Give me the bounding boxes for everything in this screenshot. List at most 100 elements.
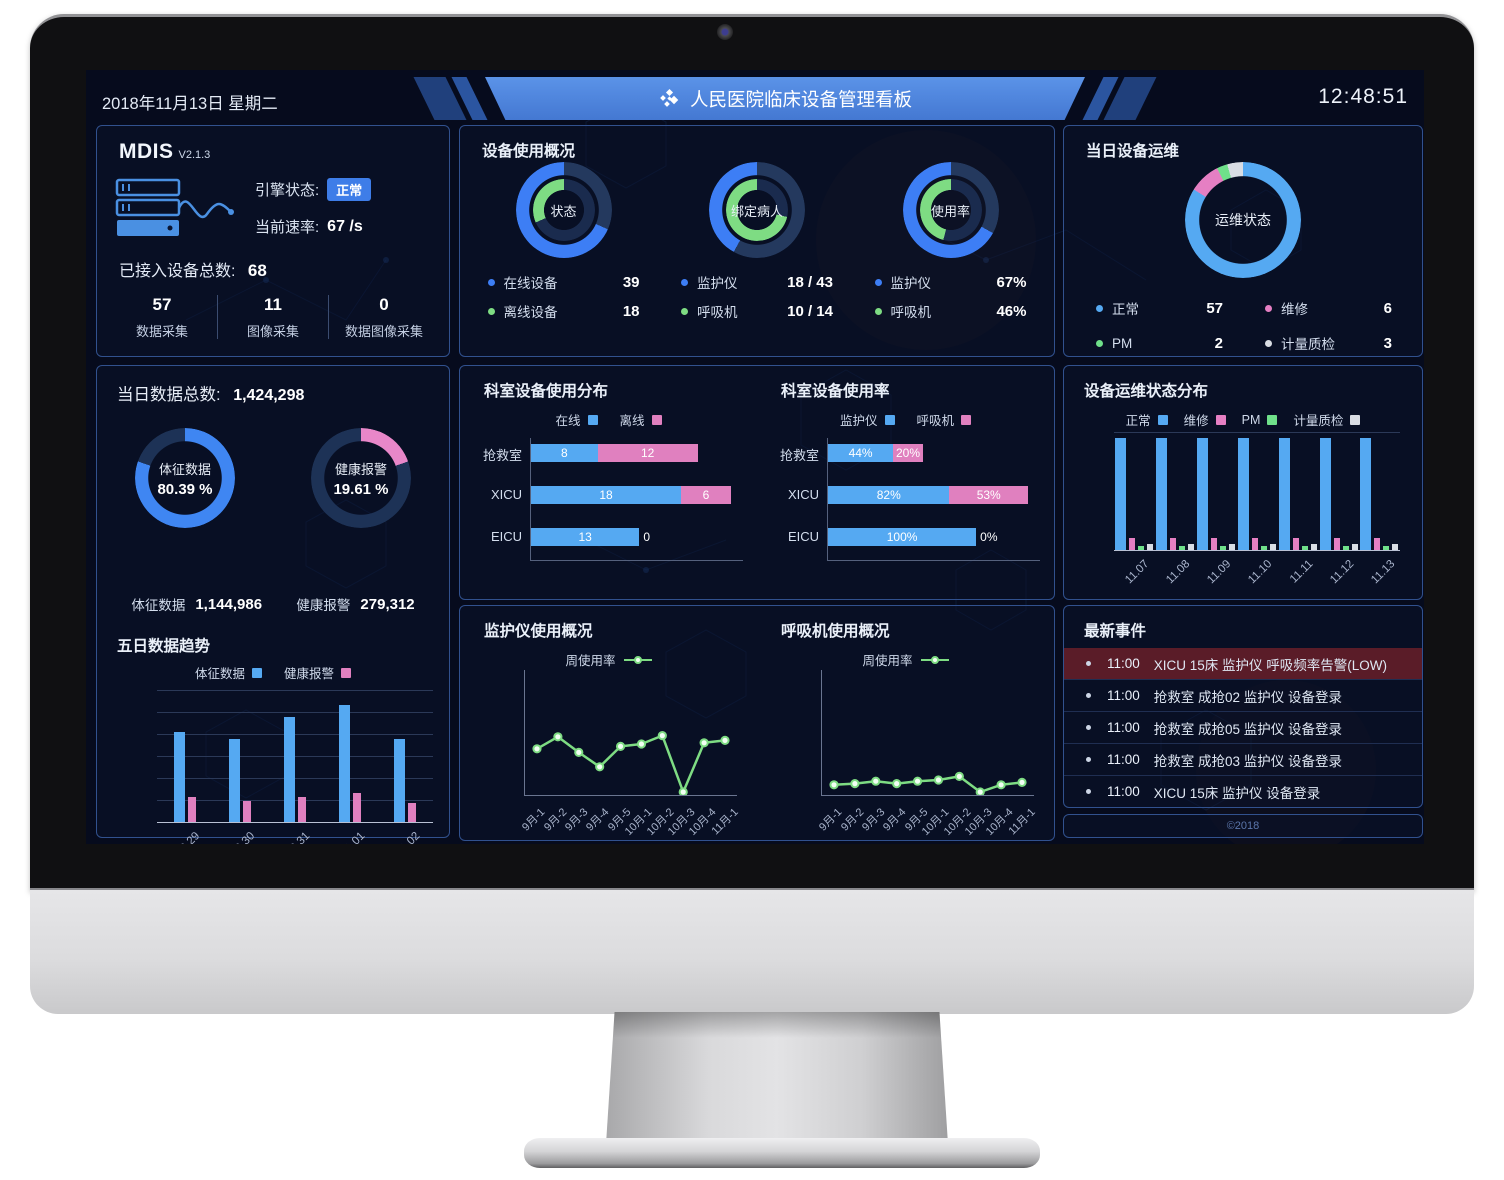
stat-value: 0: [379, 294, 389, 314]
bar-正常: [1278, 437, 1290, 550]
total-devices-row: 已接入设备总数: 68: [119, 257, 267, 281]
mdis-version: V2.1.3: [178, 149, 211, 161]
usage-donut-group: 状态在线设备 39 离线设备 18: [474, 162, 654, 321]
title-banner: 人民医院临床设备管理看板: [485, 77, 1085, 120]
legend-item: 健康报警: [284, 663, 352, 682]
legend-item: 维修: [1184, 410, 1226, 429]
legend-item: 计量质检: [1293, 410, 1361, 429]
camera-dot: [717, 24, 733, 40]
bar-PM: [1260, 546, 1267, 550]
header-date: 2018年11月13日 星期二: [102, 95, 278, 113]
x-axis-label: 11.10: [1246, 558, 1275, 587]
bar-正常: [1197, 437, 1209, 550]
legend-item: 监护仪 18 / 43: [681, 272, 833, 292]
x-axis-label: 10.30: [225, 828, 257, 844]
status-badge: 正常: [327, 178, 372, 201]
chart-title: 监护仪使用概况: [484, 623, 593, 640]
legend-item: 维修 6: [1265, 298, 1392, 318]
legend-value: 18: [622, 302, 640, 320]
legend-dot: [1265, 304, 1272, 312]
donut-legend: 在线设备 39 离线设备 18: [487, 272, 640, 321]
legend-item: 周使用率: [565, 650, 652, 669]
usage-donut-group: 绑定病人监护仪 18 / 43 呼吸机 10 / 14: [667, 162, 847, 321]
x-axis-label: 11.09: [1205, 558, 1234, 587]
zero-label: 0: [643, 530, 651, 544]
bar-group: [1156, 437, 1195, 550]
mdis-stat: 0 数据图像采集: [329, 295, 439, 340]
legend-value: 39: [622, 273, 640, 291]
legend-item: 监护仪: [840, 410, 895, 429]
row-label: 抢救室: [482, 448, 522, 463]
x-axis-label: 11月-1: [709, 806, 741, 838]
legend-item: PM 2: [1096, 333, 1223, 353]
stacked-bar: 13 0: [531, 528, 650, 546]
segment-1: 13: [531, 528, 640, 546]
segment-2: 12: [597, 444, 698, 462]
bar-group: [1319, 437, 1358, 550]
event-text: XICU 15床 监护仪 设备登录: [1153, 785, 1321, 801]
gridline: [157, 734, 433, 735]
ops-legend: 正常 57 维修 6 PM 2 计量质检 3: [1096, 298, 1392, 353]
copyright-text: ©2018: [1226, 820, 1260, 832]
donut-ring: [919, 179, 982, 241]
event-text: 抢救室 成抢03 监护仪 设备登录: [1153, 753, 1343, 769]
legend-swatch: [587, 414, 598, 425]
x-axis-labels: 9月-1 9月-2 9月-3 9月-4 9月-5 10月-1 10月-2 10月-3 10月-4…: [520, 802, 741, 838]
donut: 体征数据 80.39 %: [135, 428, 235, 528]
event-time: 11:00: [1107, 752, 1140, 767]
donut: 状态: [515, 162, 612, 258]
ops-dist-chart: 605040302010011.0711.0811.0911.1011.1111…: [1074, 430, 1404, 592]
event-time: 11:00: [1107, 784, 1140, 799]
line-marker-glyph: [623, 655, 652, 665]
event-bullet: [1086, 757, 1091, 762]
mdis-stat: 11 图像采集: [218, 295, 328, 340]
stat-value: 11: [264, 294, 282, 314]
bar-计量质检: [1269, 544, 1276, 550]
x-axis-label: 11.11: [1287, 558, 1316, 586]
footer-bar: ©2018: [1063, 814, 1423, 838]
bar-group: [1237, 437, 1276, 550]
event-time: 11:00: [1107, 688, 1140, 703]
stat-label: 数据采集: [135, 323, 188, 339]
trend-chart: 300,000250,000200,000150,000100,00050,00…: [109, 688, 437, 844]
donut-ring: [1185, 162, 1301, 278]
bar-PM: [1220, 546, 1227, 550]
ops-dist-legend: 正常 维修 PM 计量质检: [1064, 410, 1422, 429]
line-marker-glyph: [920, 655, 949, 665]
segment-2: 6: [681, 486, 731, 504]
event-bullet: [1086, 789, 1091, 794]
plot-area: [821, 670, 1034, 797]
gridline: [157, 712, 433, 713]
legend-dot: [1096, 304, 1103, 312]
event-row: 11:00 XICU 15床 监护仪 设备登录: [1064, 775, 1422, 807]
chart-title: 科室设备使用率: [781, 383, 890, 400]
bar-正常: [1115, 437, 1127, 550]
data-total-heading: 当日数据总数: 1,424,298: [117, 381, 304, 405]
panel-events: 最新事件 11:00 XICU 15床 监护仪 呼吸频率告警(LOW) 11:00 抢…: [1063, 605, 1423, 808]
donut-center-label: 状态: [550, 203, 577, 219]
plot-area: [524, 670, 737, 797]
event-row: 11:00 抢救室 成抢02 监护仪 设备登录: [1064, 679, 1422, 711]
bar-维修: [1292, 538, 1299, 550]
monitor-usage-chart: 监护仪使用概况周使用率100%80%60%40%20%0%9月-19月-29月-…: [460, 606, 757, 840]
x-axis-label: 11.08: [1164, 558, 1193, 587]
legend-value: 2: [1214, 334, 1223, 352]
axis-frame: [827, 438, 1040, 561]
rate-value: 67 /s: [327, 217, 363, 235]
x-axis-labels: 9月-1 9月-2 9月-3 9月-4 9月-5 10月-1 10月-2 10月-3 10月-4…: [817, 802, 1037, 838]
data-donuts: 体征数据 80.39 % 健康报警 19.61 %: [97, 428, 449, 528]
panel-mdis: MDIS V2.1.3 引擎状态: 正常 当前速率:: [96, 125, 450, 357]
bar-计量质检: [1351, 544, 1358, 550]
donut: 绑定病人: [709, 162, 805, 258]
x-axis-label: 9月-2: [838, 806, 867, 834]
legend-dot: [1265, 339, 1272, 347]
axis-frame: [530, 438, 743, 561]
bars-row: [157, 690, 433, 822]
legend-value: 67%: [996, 273, 1027, 291]
engine-status-label: 引擎状态:: [255, 182, 320, 199]
data-total-number: 1,144,986: [195, 595, 263, 613]
usage-line-svg: [829, 771, 1027, 797]
donut-legend: 监护仪 18 / 43 呼吸机 10 / 14: [681, 272, 833, 321]
bar-group: [339, 705, 362, 822]
bar-正常: [1156, 437, 1168, 550]
